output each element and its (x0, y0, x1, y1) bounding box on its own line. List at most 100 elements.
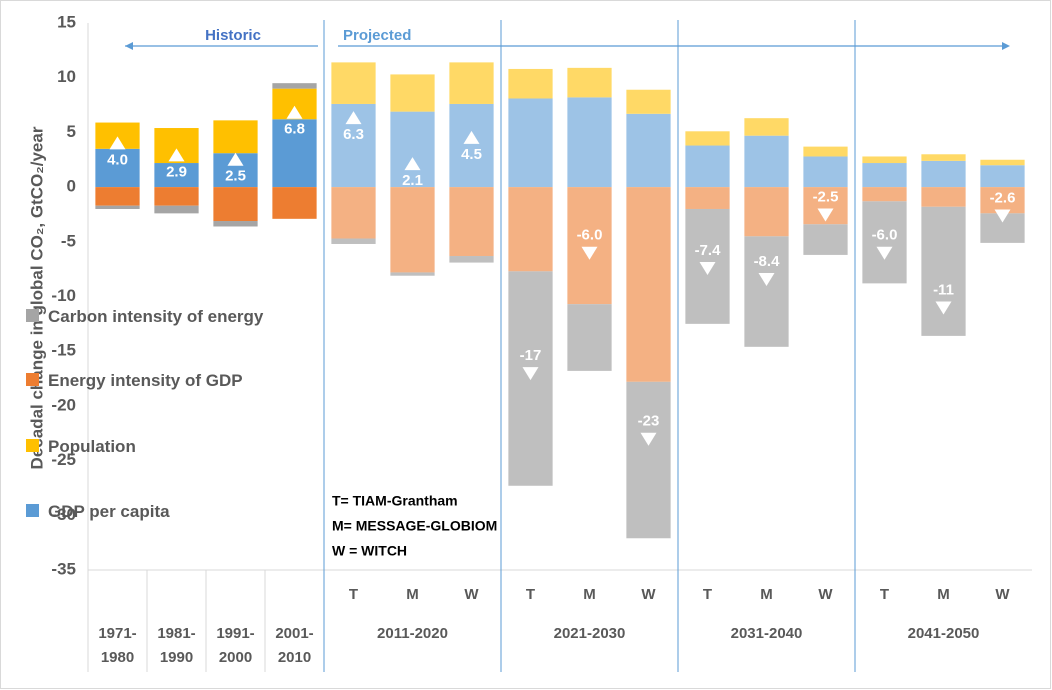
group-label: 2011-2020 (377, 625, 448, 642)
x-tick-label: T (526, 586, 535, 603)
x-tick-label: 2001-2010 (275, 625, 314, 666)
net-marker (227, 152, 244, 166)
x-tick-label: W (464, 586, 479, 603)
projected-label: Projected (343, 27, 411, 44)
x-tick-label: T (880, 586, 889, 603)
bar-segment (213, 187, 258, 222)
net-marker (817, 208, 834, 222)
x-tick-label: M (406, 586, 419, 603)
bar-segment (626, 381, 671, 539)
bar-segment (626, 89, 671, 114)
bar-segment (921, 154, 966, 161)
x-tick-label: M (760, 586, 773, 603)
bar-segment (626, 187, 671, 382)
net-label: 2.9 (166, 163, 187, 180)
net-marker (994, 209, 1011, 223)
bar-segment (862, 187, 907, 202)
bar-segment (95, 187, 140, 206)
net-label: -2.5 (813, 188, 839, 205)
y-tick-label: -20 (51, 395, 76, 414)
x-tick-label: W (641, 586, 656, 603)
legend-swatch (26, 309, 39, 322)
net-marker (286, 105, 303, 119)
y-tick-label: 15 (57, 12, 76, 31)
net-label: 2.1 (402, 172, 423, 189)
net-label: 4.0 (107, 151, 128, 168)
y-tick-label: -25 (51, 450, 76, 469)
bar-segment (95, 148, 140, 188)
net-marker (522, 367, 539, 381)
legend-label: Population (48, 437, 136, 456)
legend-label: Energy intensity of GDP (48, 371, 243, 390)
net-label: -17 (520, 347, 542, 364)
net-marker (935, 301, 952, 315)
bar-segment (390, 272, 435, 276)
legend-swatch (26, 439, 39, 452)
bar-segment (154, 205, 199, 214)
bar-segment (626, 113, 671, 188)
bar-segment (449, 103, 494, 188)
bar-segment (980, 187, 1025, 214)
net-label: 6.8 (284, 121, 305, 138)
y-tick-label: -10 (51, 286, 76, 305)
net-label: -23 (638, 413, 660, 430)
net-label: -11 (933, 281, 954, 298)
bar-segment (390, 74, 435, 112)
bar-segment (980, 165, 1025, 188)
net-marker (758, 272, 775, 286)
bar-segment (508, 187, 553, 272)
net-label: -8.4 (754, 253, 781, 270)
bar-segment (567, 67, 612, 98)
model-key: M= MESSAGE-GLOBIOM (332, 518, 497, 534)
bar-segment (803, 156, 848, 188)
y-tick-label: 0 (67, 177, 76, 196)
bar-segment (862, 163, 907, 188)
net-marker (876, 246, 893, 260)
bar-segment (449, 187, 494, 257)
net-marker (168, 148, 185, 162)
bar-segment (154, 163, 199, 188)
legend-swatch (26, 504, 39, 517)
bar-segment (803, 146, 848, 157)
x-tick-label: W (818, 586, 833, 603)
bar-segment (508, 98, 553, 188)
net-marker (699, 262, 716, 276)
bar-segment (744, 135, 789, 188)
bar-segment (921, 206, 966, 336)
net-label: 6.3 (343, 126, 364, 143)
y-tick-label: 5 (67, 122, 76, 141)
bar-segment (744, 236, 789, 347)
x-tick-label: T (349, 586, 358, 603)
group-label: 2041-2050 (908, 625, 980, 642)
model-key: T= TIAM-Grantham (332, 493, 458, 509)
y-tick-label: -15 (51, 341, 76, 360)
bar-segment (154, 187, 199, 206)
arrow-head (125, 42, 133, 50)
bar-segment (272, 119, 317, 188)
bar-segment (921, 187, 966, 207)
bar-segment (685, 145, 730, 188)
bar-segment (331, 62, 376, 104)
net-marker (640, 432, 657, 446)
y-tick-label: -5 (61, 231, 76, 250)
arrow-head (1002, 42, 1010, 50)
net-label: -6.0 (872, 227, 898, 244)
bar-segment (213, 221, 258, 227)
net-label: -7.4 (695, 242, 722, 259)
bar-segment (744, 187, 789, 237)
bar-segment (95, 205, 140, 209)
y-tick-label: 10 (57, 67, 76, 86)
net-label: -6.0 (577, 227, 603, 244)
bar-segment (449, 256, 494, 263)
x-tick-label: T (703, 586, 712, 603)
net-label: 4.5 (461, 146, 482, 163)
net-marker (404, 157, 421, 171)
x-tick-label: 1981-1990 (157, 625, 196, 666)
y-axis-label: Decadal change in global CO₂, GtCO₂/year (27, 126, 46, 469)
group-label: 2031-2040 (731, 625, 803, 642)
net-marker (109, 136, 126, 150)
bar-segment (331, 187, 376, 239)
bar-segment (567, 304, 612, 371)
